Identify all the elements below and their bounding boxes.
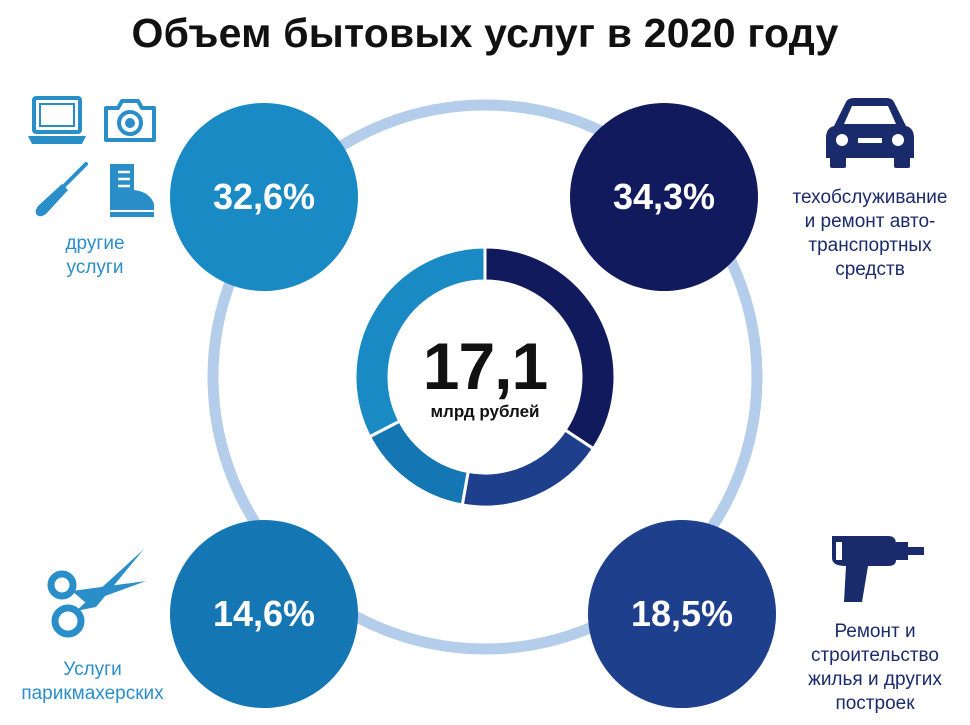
- circle-repair-services: 18,5%: [588, 520, 776, 708]
- page-title: Объем бытовых услуг в 2020 году: [131, 10, 839, 56]
- drill-icon: [832, 536, 924, 602]
- label-other-services: другие услуги: [30, 232, 160, 280]
- label-line: техобслуживание: [792, 187, 948, 208]
- connector-ring: [207, 99, 763, 655]
- circle-other-services: 32,6%: [170, 103, 358, 291]
- boot-icon: [110, 164, 154, 217]
- donut-slice-repair: [460, 427, 596, 509]
- label-auto-services: техобслуживание и ремонт авто- транспорт…: [770, 186, 970, 282]
- screwdriver-icon: [35, 162, 88, 217]
- label-line: услуги: [66, 257, 124, 278]
- label-line: другие: [65, 233, 125, 254]
- total-unit: млрд рублей: [430, 402, 540, 421]
- value-auto-services: 34,3%: [612, 176, 716, 217]
- label-hairdresser-services: Услуги парикмахерских: [0, 658, 185, 706]
- circle-hairdresser-services: 14,6%: [170, 520, 358, 708]
- camera-icon: [104, 99, 156, 142]
- label-line: транспортных: [808, 235, 932, 256]
- label-line: парикмахерских: [21, 683, 164, 704]
- label-line: построек: [835, 693, 915, 714]
- label-line: Ремонт и: [834, 621, 916, 642]
- circle-auto-services: 34,3%: [570, 103, 758, 291]
- label-line: жилья и других: [808, 669, 942, 690]
- label-repair-services: Ремонт и строительство жилья и других по…: [785, 620, 965, 716]
- donut-chart: [353, 245, 617, 509]
- total-value: 17,1: [422, 329, 548, 403]
- label-line: и ремонт авто-: [804, 211, 936, 232]
- label-line: строительство: [810, 645, 939, 666]
- value-hairdresser-services: 14,6%: [212, 593, 316, 634]
- value-repair-services: 18,5%: [630, 593, 734, 634]
- donut-slice-other: [353, 245, 487, 439]
- label-line: Услуги: [63, 659, 122, 680]
- label-line: средств: [835, 259, 905, 280]
- value-other-services: 32,6%: [212, 176, 316, 217]
- scissors-icon: [47, 549, 146, 638]
- laptop-icon: [28, 96, 86, 144]
- donut-slice-hair: [367, 419, 470, 507]
- car-icon: [826, 98, 914, 168]
